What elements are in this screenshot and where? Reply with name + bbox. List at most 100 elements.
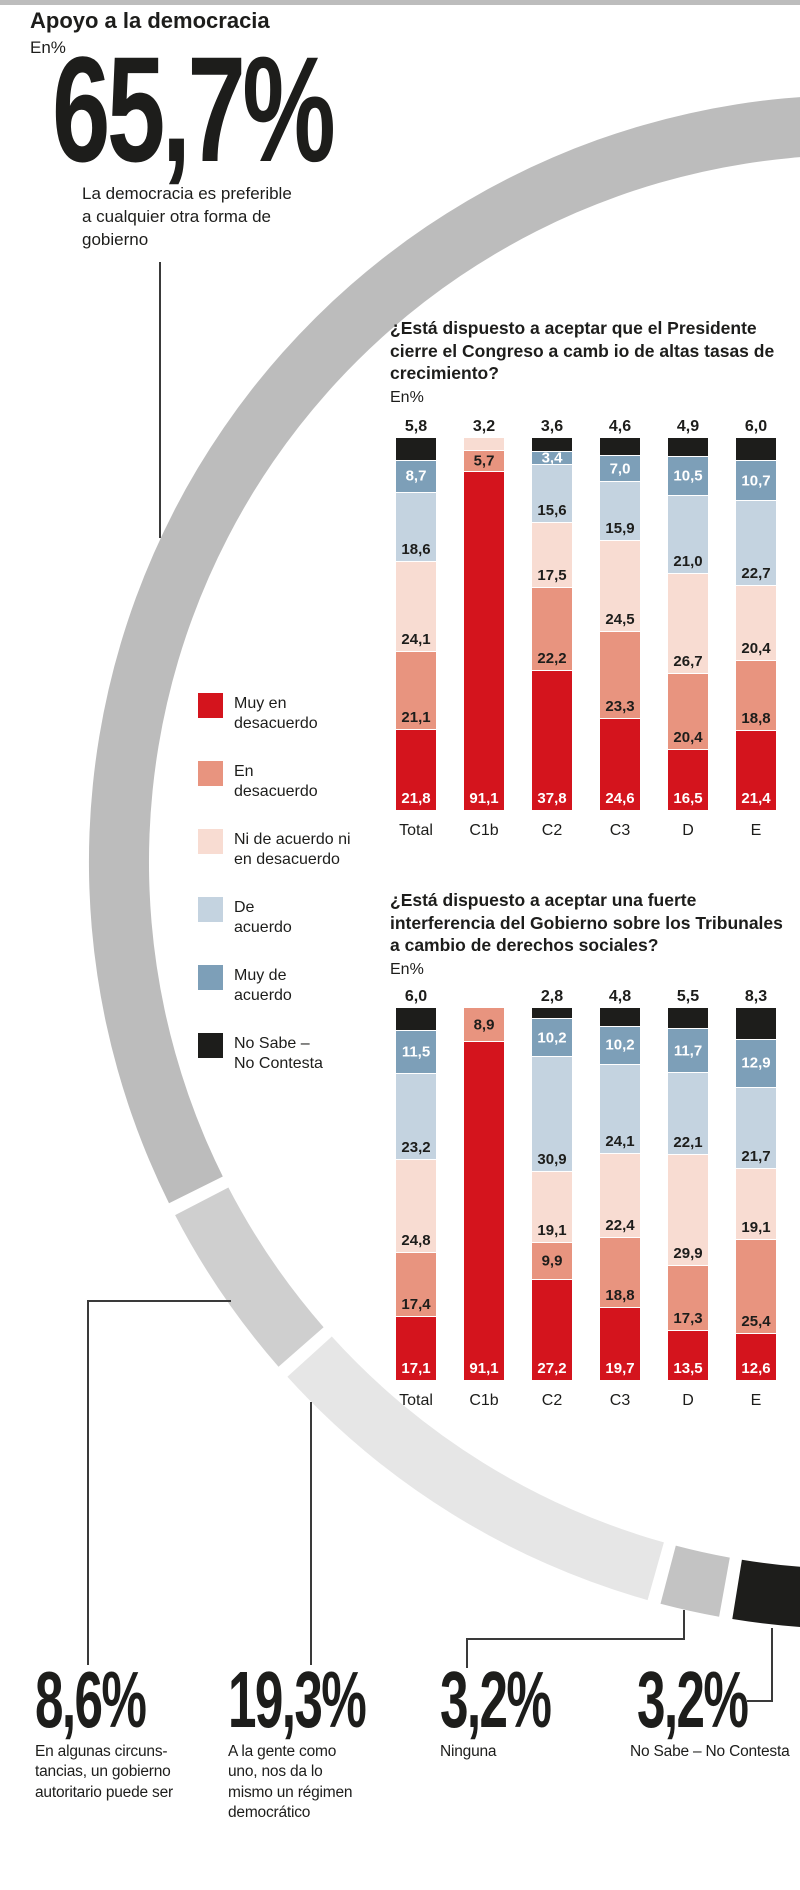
- bar-column-d: 4,9 10,5 21,0 26,7 20,4 16,5: [668, 418, 708, 810]
- legend-item-en-desacuerdo: En desacuerdo: [198, 761, 318, 802]
- bar-column-c2: 2,8 10,2 30,9 19,1 9,9 27,2: [532, 988, 572, 1381]
- bar-category-label: C2: [541, 1392, 563, 1409]
- bar-value-label: 24,6: [605, 789, 635, 807]
- bar-value-label: 10,2: [605, 1036, 635, 1054]
- bar-value-label: 21,8: [401, 790, 431, 808]
- legend-label: Ni de acuerdo ni en desacuerdo: [234, 831, 351, 869]
- bar-segment-des: 17,3: [668, 1265, 708, 1330]
- legend-label: Muy en desacuerdo: [234, 695, 318, 733]
- bar-segment-ns: [736, 438, 776, 461]
- bar-value-label: 8,9: [473, 1016, 495, 1034]
- leader-line-19-3: [310, 1402, 312, 1665]
- bar-value-label: 91,1: [469, 789, 499, 807]
- bar-value-label: 37,8: [537, 790, 567, 808]
- legend-swatch-en-desacuerdo: [198, 761, 223, 786]
- bar-value-label: 19,1: [741, 1218, 771, 1236]
- bar-segment-muy_ac: 11,7: [668, 1028, 708, 1072]
- bar-value-label: 3,6: [540, 418, 564, 435]
- bar-value-label: 18,8: [741, 710, 771, 728]
- bar-value-label: 22,4: [605, 1216, 635, 1234]
- chart2-bars: 6,0 11,5 23,2 24,8 17,4 17,1 Total 8,9 91,1 C1b 2,…: [396, 988, 777, 1409]
- bar-value-label: 17,1: [401, 1359, 431, 1377]
- bar-segment-ac: 30,9: [532, 1056, 572, 1172]
- bar-segment-des: 9,9: [532, 1242, 572, 1280]
- bar-value-label: 10,5: [673, 467, 703, 485]
- annotation-value-19-3: 19,3%: [228, 1655, 367, 1744]
- bar-value-label: 10,7: [741, 472, 771, 490]
- legend-item-muy-en-desacuerdo: Muy en desacuerdo: [198, 693, 318, 734]
- bar-segment-ni: 26,7: [668, 573, 708, 673]
- bar-segment-ac: 15,9: [600, 481, 640, 541]
- legend-swatch-de-acuerdo: [198, 897, 223, 922]
- bar-value-label: 20,4: [673, 728, 703, 746]
- bar-value-label: 19,7: [605, 1359, 635, 1377]
- bar-value-label: 30,9: [537, 1151, 567, 1169]
- bar-segment-ac: 23,2: [396, 1073, 436, 1160]
- annotation-caption-nosabe: No Sabe – No Contesta: [630, 1743, 790, 1760]
- bar-category-label: E: [750, 1392, 762, 1409]
- bar-value-label: 5,8: [404, 418, 428, 435]
- bar-value-label: 12,6: [741, 1359, 771, 1377]
- bar-segment-ns: [600, 438, 640, 456]
- bar-column-total: 5,8 8,7 18,6 24,1 21,1 21,8: [396, 418, 436, 811]
- legend-label: Muy de acuerdo: [234, 967, 292, 1005]
- bar-segment-muy_des: 16,5: [668, 748, 708, 810]
- annotation-value-ninguna: 3,2%: [440, 1655, 552, 1744]
- bar-segment-ni: 20,4: [736, 584, 776, 661]
- bar-segment-ni: 19,1: [532, 1171, 572, 1243]
- bar-column-c1b: 3,2 5,7 91,1: [464, 418, 504, 810]
- bar-segment-muy_des: 24,6: [600, 718, 640, 810]
- bar-value-label: 4,6: [608, 418, 632, 435]
- bar-value-label: 29,9: [673, 1245, 703, 1263]
- bar-value-label: 17,3: [673, 1309, 703, 1327]
- arc-segment-4: [660, 1545, 730, 1617]
- bar-value-label: 22,7: [741, 564, 771, 582]
- bar-value-label: 24,1: [605, 1133, 635, 1151]
- bar-value-label: 13,5: [673, 1359, 703, 1377]
- bar-category-label: D: [682, 1392, 694, 1409]
- bar-value-label: 21,1: [401, 709, 431, 727]
- bar-value-label: 20,4: [741, 640, 771, 658]
- bar-segment-muy_ac: 8,7: [396, 459, 436, 492]
- top-rule: [0, 0, 800, 5]
- legend-item-ni-de-acuerdo: Ni de acuerdo ni en desacuerdo: [198, 829, 351, 870]
- bar-segment-muy_ac: 10,2: [532, 1018, 572, 1057]
- bar-segment-muy_ac: 10,5: [668, 456, 708, 496]
- bar-category-label: Total: [399, 822, 433, 839]
- bar-category-label: Total: [399, 1392, 433, 1409]
- bar-segment-muy_des: 27,2: [532, 1279, 572, 1381]
- bar-value-label: 23,2: [401, 1139, 431, 1157]
- bar-segment-des: 23,3: [600, 631, 640, 719]
- bar-column-c2: 3,6 3,4 15,6 17,5 22,2 37,8: [532, 418, 572, 811]
- bar-value-label: 24,5: [605, 611, 635, 629]
- bar-value-label: 22,1: [673, 1134, 703, 1152]
- legend-swatch-ni-de-acuerdo: [198, 829, 223, 854]
- bar-value-label: 15,9: [605, 520, 635, 538]
- bar-segment-ni: 29,9: [668, 1154, 708, 1266]
- bar-segment-des: 8,9: [464, 1008, 504, 1042]
- legend-swatch-no-sabe: [198, 1033, 223, 1058]
- bar-segment-muy_des: 12,6: [736, 1333, 776, 1380]
- bar-value-label: 26,7: [673, 652, 703, 670]
- bar-segment-ac: 15,6: [532, 464, 572, 523]
- bar-category-label: D: [682, 822, 694, 839]
- bar-value-label: 22,2: [537, 649, 567, 667]
- bar-value-label: 15,6: [537, 502, 567, 520]
- legend-item-de-acuerdo: De acuerdo: [198, 897, 292, 938]
- bar-value-label: 2,8: [540, 988, 564, 1005]
- bar-segment-ns: [668, 1008, 708, 1029]
- bar-segment-muy_des: 91,1: [464, 471, 504, 810]
- bar-segment-ac: 22,7: [736, 500, 776, 585]
- bar-segment-des: 25,4: [736, 1238, 776, 1334]
- leader-line-ninguna-upper: [683, 1610, 685, 1640]
- bar-segment-ns: [396, 438, 436, 460]
- bar-segment-ns: [736, 1008, 776, 1039]
- bar-category-label: C1b: [469, 822, 499, 839]
- bar-segment-ni: 24,1: [396, 561, 436, 651]
- leader-line-8-6-horizontal: [87, 1300, 231, 1302]
- bar-category-label: C2: [541, 822, 563, 839]
- bar-segment-ni: 19,1: [736, 1167, 776, 1239]
- bar-segment-ns: [532, 1008, 572, 1019]
- bar-value-label: 10,2: [537, 1029, 567, 1047]
- bar-segment-des: 17,4: [396, 1251, 436, 1317]
